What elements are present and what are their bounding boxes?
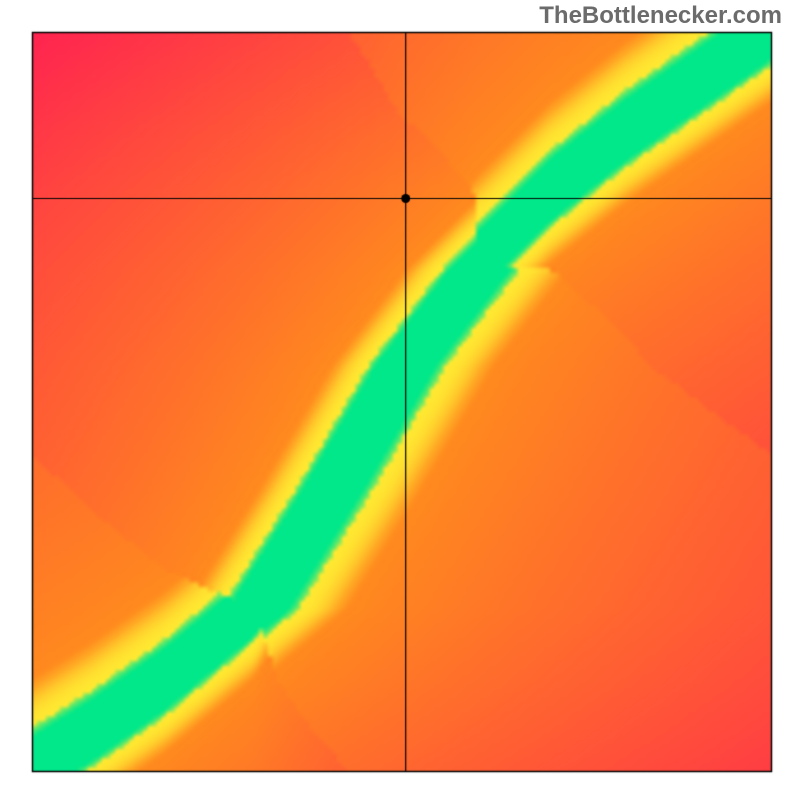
heatmap-canvas	[0, 0, 800, 800]
watermark-text: TheBottlenecker.com	[539, 2, 782, 30]
chart-container: TheBottlenecker.com	[0, 0, 800, 800]
